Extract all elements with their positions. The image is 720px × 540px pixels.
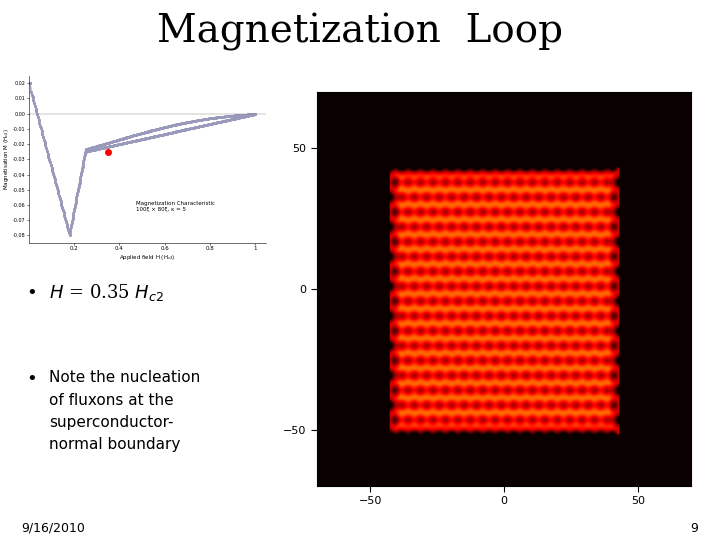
Text: •: • (26, 284, 37, 302)
Text: Magnetization Characteristic
100ξ × 80ξ, κ = 5: Magnetization Characteristic 100ξ × 80ξ,… (135, 201, 215, 212)
Text: 9: 9 (690, 522, 698, 535)
Text: Magnetization  Loop: Magnetization Loop (157, 14, 563, 51)
X-axis label: Applied field H (H$_{c2}$): Applied field H (H$_{c2}$) (120, 253, 176, 262)
Text: $H$ = 0.35 $H_{c2}$: $H$ = 0.35 $H_{c2}$ (49, 282, 164, 303)
Text: •: • (26, 370, 37, 388)
Text: 9/16/2010: 9/16/2010 (22, 522, 86, 535)
Y-axis label: Magnetisation M (H$_{c2}$): Magnetisation M (H$_{c2}$) (2, 129, 12, 190)
Text: Note the nucleation
of fluxons at the
superconductor-
normal boundary: Note the nucleation of fluxons at the su… (49, 370, 200, 452)
